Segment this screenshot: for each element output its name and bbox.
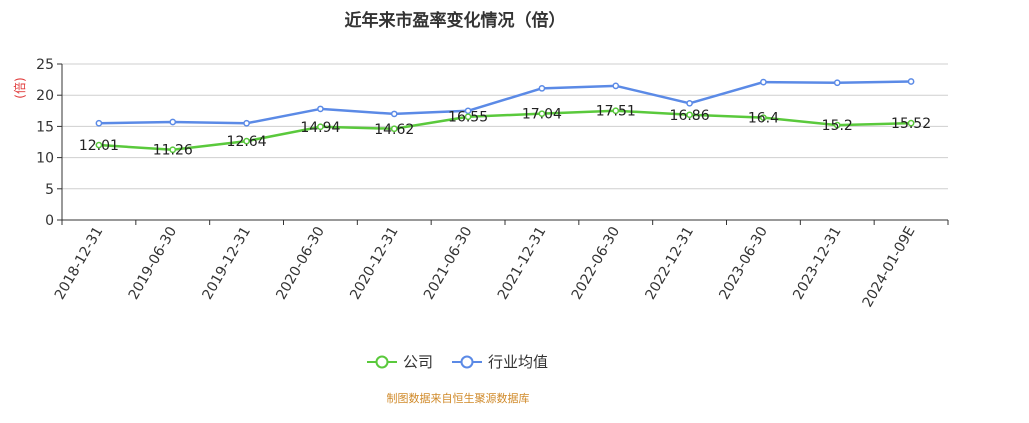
series-point-1 <box>390 110 398 118</box>
x-tick-label: 2020-12-31 <box>347 224 402 302</box>
x-tick-label: 2018-12-31 <box>52 224 107 302</box>
y-axis-unit-label: (倍) <box>12 77 27 98</box>
series-line-0 <box>98 109 912 151</box>
data-label: 16.55 <box>448 110 488 126</box>
series-line-1 <box>98 80 912 125</box>
y-tick-label: 5 <box>45 182 54 198</box>
data-label: 14.62 <box>374 122 414 138</box>
series-point-0 <box>538 110 546 118</box>
series-point-0 <box>833 121 841 129</box>
series-point-1 <box>833 79 841 87</box>
data-label: 11.26 <box>153 143 193 159</box>
legend-label: 行业均值 <box>488 353 548 371</box>
series-point-0 <box>907 119 915 127</box>
series-lines <box>95 78 915 154</box>
series-point-0 <box>243 137 250 145</box>
x-tick-label: 2023-12-31 <box>790 224 845 302</box>
legend-label: 公司 <box>403 353 433 371</box>
series-point-0 <box>686 111 693 119</box>
series-point-1 <box>243 119 250 127</box>
legend-item-0[interactable]: 公司 <box>367 353 433 371</box>
x-tick-label: 2021-06-30 <box>421 224 476 302</box>
series-point-1 <box>169 118 177 126</box>
legend-swatch-marker <box>460 355 474 369</box>
legend-swatch-marker <box>375 355 389 369</box>
legend[interactable]: 公司 行业均值 <box>367 353 548 371</box>
y-tick-label: 20 <box>36 88 54 104</box>
data-label: 17.51 <box>596 104 636 120</box>
x-tick-label: 2019-12-31 <box>200 224 255 302</box>
data-label: 12.01 <box>79 138 119 154</box>
data-label: 14.94 <box>300 120 340 136</box>
grid-lines <box>62 63 948 190</box>
series-point-1 <box>95 119 103 127</box>
series-point-1 <box>686 99 693 107</box>
y-tick-label: 15 <box>36 119 54 135</box>
series-point-1 <box>907 78 915 85</box>
data-labels: 12.01 11.26 12.64 14.94 14.62 16.55 17.04 17.51… <box>79 104 931 159</box>
x-tick-label: 2019-06-30 <box>126 224 181 302</box>
y-tick-label: 0 <box>45 213 54 229</box>
series-point-0 <box>390 125 398 133</box>
data-label: 17.04 <box>522 107 562 123</box>
x-tick-label: 2024-01-09E <box>860 224 919 310</box>
series-point-0 <box>464 113 472 121</box>
data-label: 16.4 <box>748 111 779 127</box>
series-point-1 <box>538 84 546 92</box>
legend-item-1[interactable]: 行业均值 <box>452 353 548 371</box>
series-point-0 <box>612 107 620 115</box>
data-label: 15.2 <box>822 118 853 134</box>
data-label: 15.52 <box>891 116 931 132</box>
series-point-1 <box>760 78 767 86</box>
data-label: 16.86 <box>670 108 710 124</box>
series-point-0 <box>95 141 103 149</box>
x-tick-label: 2020-06-30 <box>273 224 328 302</box>
y-tick-label: 10 <box>36 151 54 167</box>
series-point-0 <box>760 114 767 122</box>
series-point-1 <box>317 105 324 113</box>
chart-title: 近年来市盈率变化情况（倍） <box>345 10 566 31</box>
x-tick-label: 2022-12-31 <box>643 224 698 302</box>
x-tick-label: 2021-12-31 <box>495 224 550 302</box>
x-tick-label: 2022-06-30 <box>569 224 624 302</box>
series-point-0 <box>317 123 324 131</box>
series-point-1 <box>612 82 620 90</box>
source-note: 制图数据来自恒生聚源数据库 <box>387 391 530 405</box>
series-point-0 <box>169 146 177 154</box>
data-label: 12.64 <box>227 134 267 150</box>
x-tick-label: 2023-06-30 <box>716 224 771 302</box>
y-tick-label: 25 <box>36 57 54 73</box>
